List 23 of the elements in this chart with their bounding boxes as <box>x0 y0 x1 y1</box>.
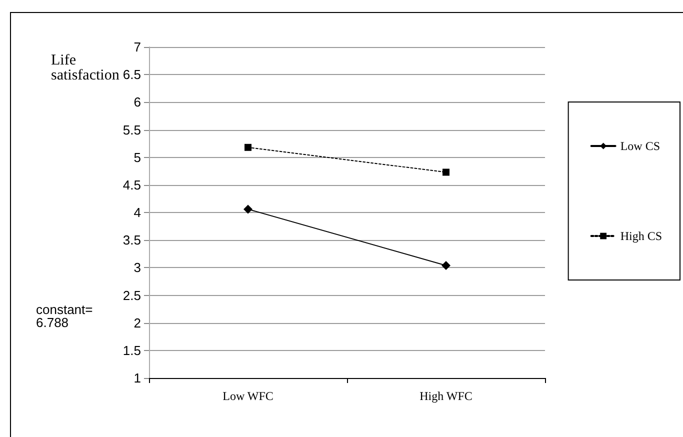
y-tick-label: 3.5 <box>122 232 141 248</box>
y-tick-label: 2.5 <box>122 288 141 303</box>
y-tick-label: 2 <box>134 315 141 330</box>
point <box>442 260 450 270</box>
point <box>244 204 252 214</box>
y-tick-label: 6.5 <box>122 67 141 82</box>
x-tick-label: High WFC <box>420 389 472 403</box>
y-tick-label: 7 <box>134 40 141 54</box>
point <box>442 168 450 176</box>
legend-label: Low CS <box>620 139 660 153</box>
text: constant= 6.788 <box>36 302 93 330</box>
y-tick-label: 1 <box>134 370 141 386</box>
y-tick-label: 5 <box>134 150 141 165</box>
x-tick-label: Low WFC <box>222 389 274 403</box>
y-tick-label: 3 <box>134 260 141 276</box>
y-tick-label: 6 <box>134 94 141 110</box>
y-tick-label: 1.5 <box>122 342 141 358</box>
legend-label: High CS <box>620 229 662 243</box>
point <box>244 144 252 151</box>
y-tick-label: 4 <box>134 205 141 220</box>
y-tick-label: 5.5 <box>122 122 141 138</box>
y-tick-label: 4.5 <box>122 177 141 192</box>
y-axis-title: Life satisfaction <box>51 52 120 84</box>
